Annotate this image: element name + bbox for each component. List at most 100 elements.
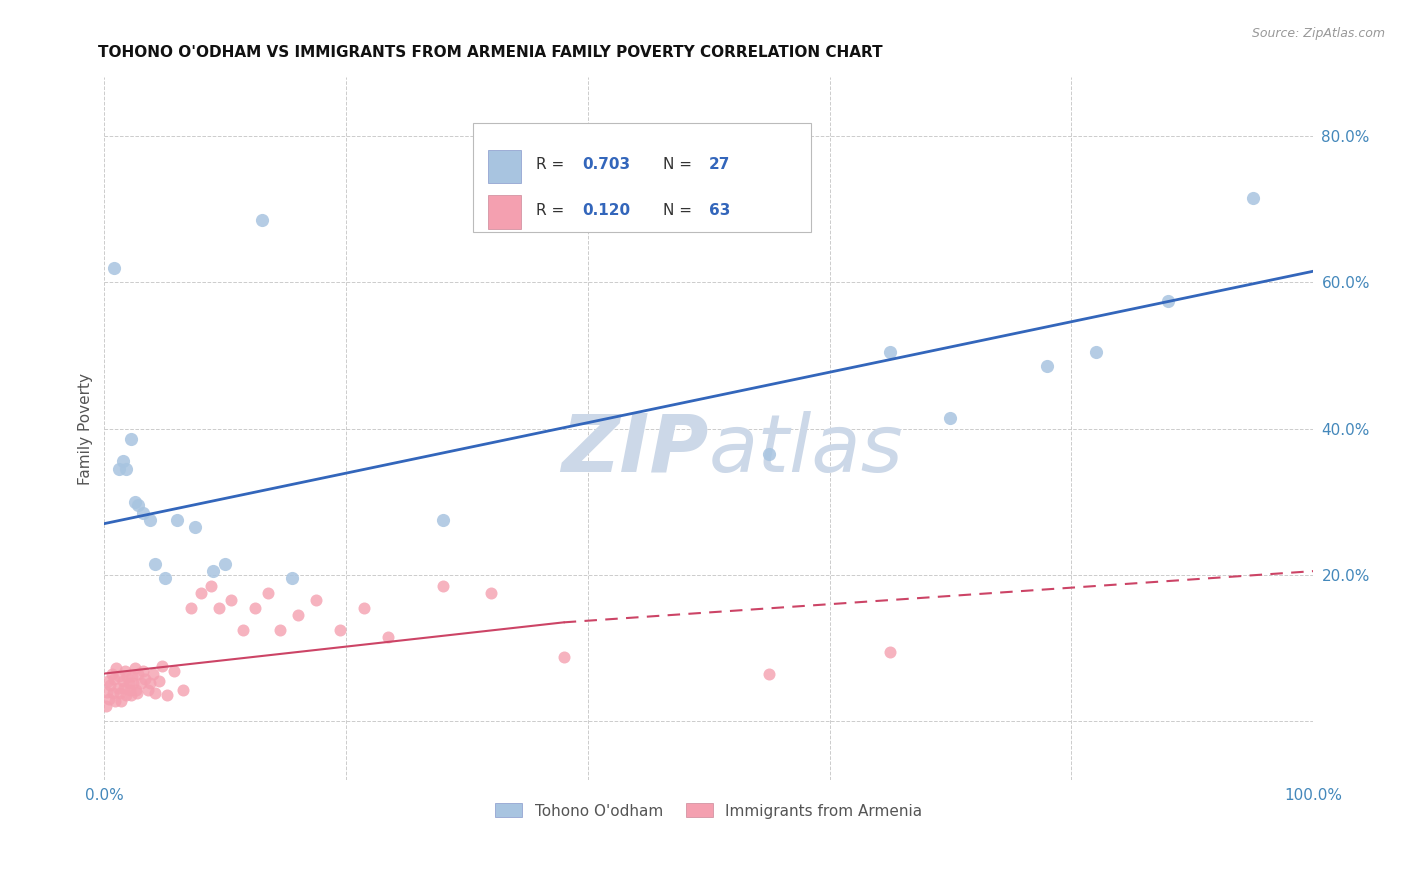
Point	[214, 557, 236, 571]
Point	[127, 499, 149, 513]
Point	[120, 433, 142, 447]
Point	[202, 564, 225, 578]
Text: R =: R =	[536, 202, 564, 218]
Text: ZIP: ZIP	[561, 410, 709, 489]
Text: 0.120: 0.120	[582, 202, 630, 218]
Point	[353, 600, 375, 615]
Point	[152, 659, 174, 673]
Point	[156, 689, 179, 703]
Point	[200, 579, 222, 593]
Point	[142, 666, 165, 681]
Point	[879, 645, 901, 659]
Text: 63: 63	[709, 202, 730, 218]
Point	[127, 666, 149, 681]
Point	[114, 665, 136, 679]
Point	[97, 673, 120, 688]
Point	[125, 683, 148, 698]
Point	[115, 462, 138, 476]
Point	[125, 686, 148, 700]
Point	[305, 593, 328, 607]
Point	[553, 649, 575, 664]
Point	[139, 676, 162, 690]
Point	[124, 494, 146, 508]
Text: 27: 27	[709, 157, 730, 172]
Point	[96, 685, 118, 699]
Point	[879, 344, 901, 359]
Point	[120, 689, 142, 703]
Point	[163, 665, 186, 679]
Point	[112, 681, 135, 696]
Point	[110, 693, 132, 707]
Point	[939, 410, 962, 425]
Point	[758, 666, 780, 681]
Point	[124, 661, 146, 675]
Text: N =: N =	[662, 157, 692, 172]
Point	[269, 623, 291, 637]
Point	[479, 586, 502, 600]
Point	[190, 586, 212, 600]
Point	[100, 666, 122, 681]
Text: Source: ZipAtlas.com: Source: ZipAtlas.com	[1251, 27, 1385, 40]
Point	[108, 669, 131, 683]
Point	[148, 673, 170, 688]
Y-axis label: Family Poverty: Family Poverty	[79, 373, 93, 484]
Point	[758, 447, 780, 461]
Point	[1241, 191, 1264, 205]
Point	[256, 586, 278, 600]
FancyBboxPatch shape	[472, 123, 811, 232]
FancyBboxPatch shape	[488, 150, 522, 184]
Point	[432, 513, 454, 527]
FancyBboxPatch shape	[488, 195, 522, 229]
Point	[111, 673, 134, 688]
Point	[139, 513, 162, 527]
Point	[287, 608, 309, 623]
Point	[117, 676, 139, 690]
Point	[208, 600, 231, 615]
Point	[103, 672, 125, 686]
Point	[98, 692, 121, 706]
Point	[280, 572, 302, 586]
Point	[129, 676, 152, 690]
Point	[117, 670, 139, 684]
Point	[104, 693, 127, 707]
Point	[250, 213, 273, 227]
Point	[103, 260, 125, 275]
Point	[1036, 359, 1059, 374]
Text: 0.703: 0.703	[582, 157, 630, 172]
Point	[132, 665, 155, 679]
Point	[115, 689, 138, 703]
Point	[111, 454, 134, 468]
Point	[100, 677, 122, 691]
Point	[232, 623, 254, 637]
Point	[143, 557, 166, 571]
Point	[132, 506, 155, 520]
Point	[221, 593, 243, 607]
Point	[153, 572, 176, 586]
Point	[1084, 344, 1107, 359]
Point	[143, 686, 166, 700]
Point	[107, 681, 129, 696]
Point	[166, 513, 188, 527]
Point	[108, 686, 131, 700]
Text: R =: R =	[536, 157, 564, 172]
Point	[180, 600, 202, 615]
Point	[105, 661, 128, 675]
Text: N =: N =	[662, 202, 692, 218]
Text: atlas: atlas	[709, 410, 904, 489]
Point	[377, 630, 399, 644]
Point	[136, 683, 159, 698]
Point	[122, 676, 145, 690]
Point	[1157, 293, 1180, 308]
Point	[121, 669, 143, 683]
Text: TOHONO O'ODHAM VS IMMIGRANTS FROM ARMENIA FAMILY POVERTY CORRELATION CHART: TOHONO O'ODHAM VS IMMIGRANTS FROM ARMENI…	[98, 45, 883, 60]
Point	[432, 579, 454, 593]
Point	[184, 520, 207, 534]
Point	[172, 683, 194, 698]
Point	[118, 683, 141, 698]
Point	[108, 462, 131, 476]
Point	[101, 686, 124, 700]
Point	[245, 600, 267, 615]
Point	[94, 699, 117, 714]
Point	[329, 623, 352, 637]
Point	[134, 672, 156, 686]
